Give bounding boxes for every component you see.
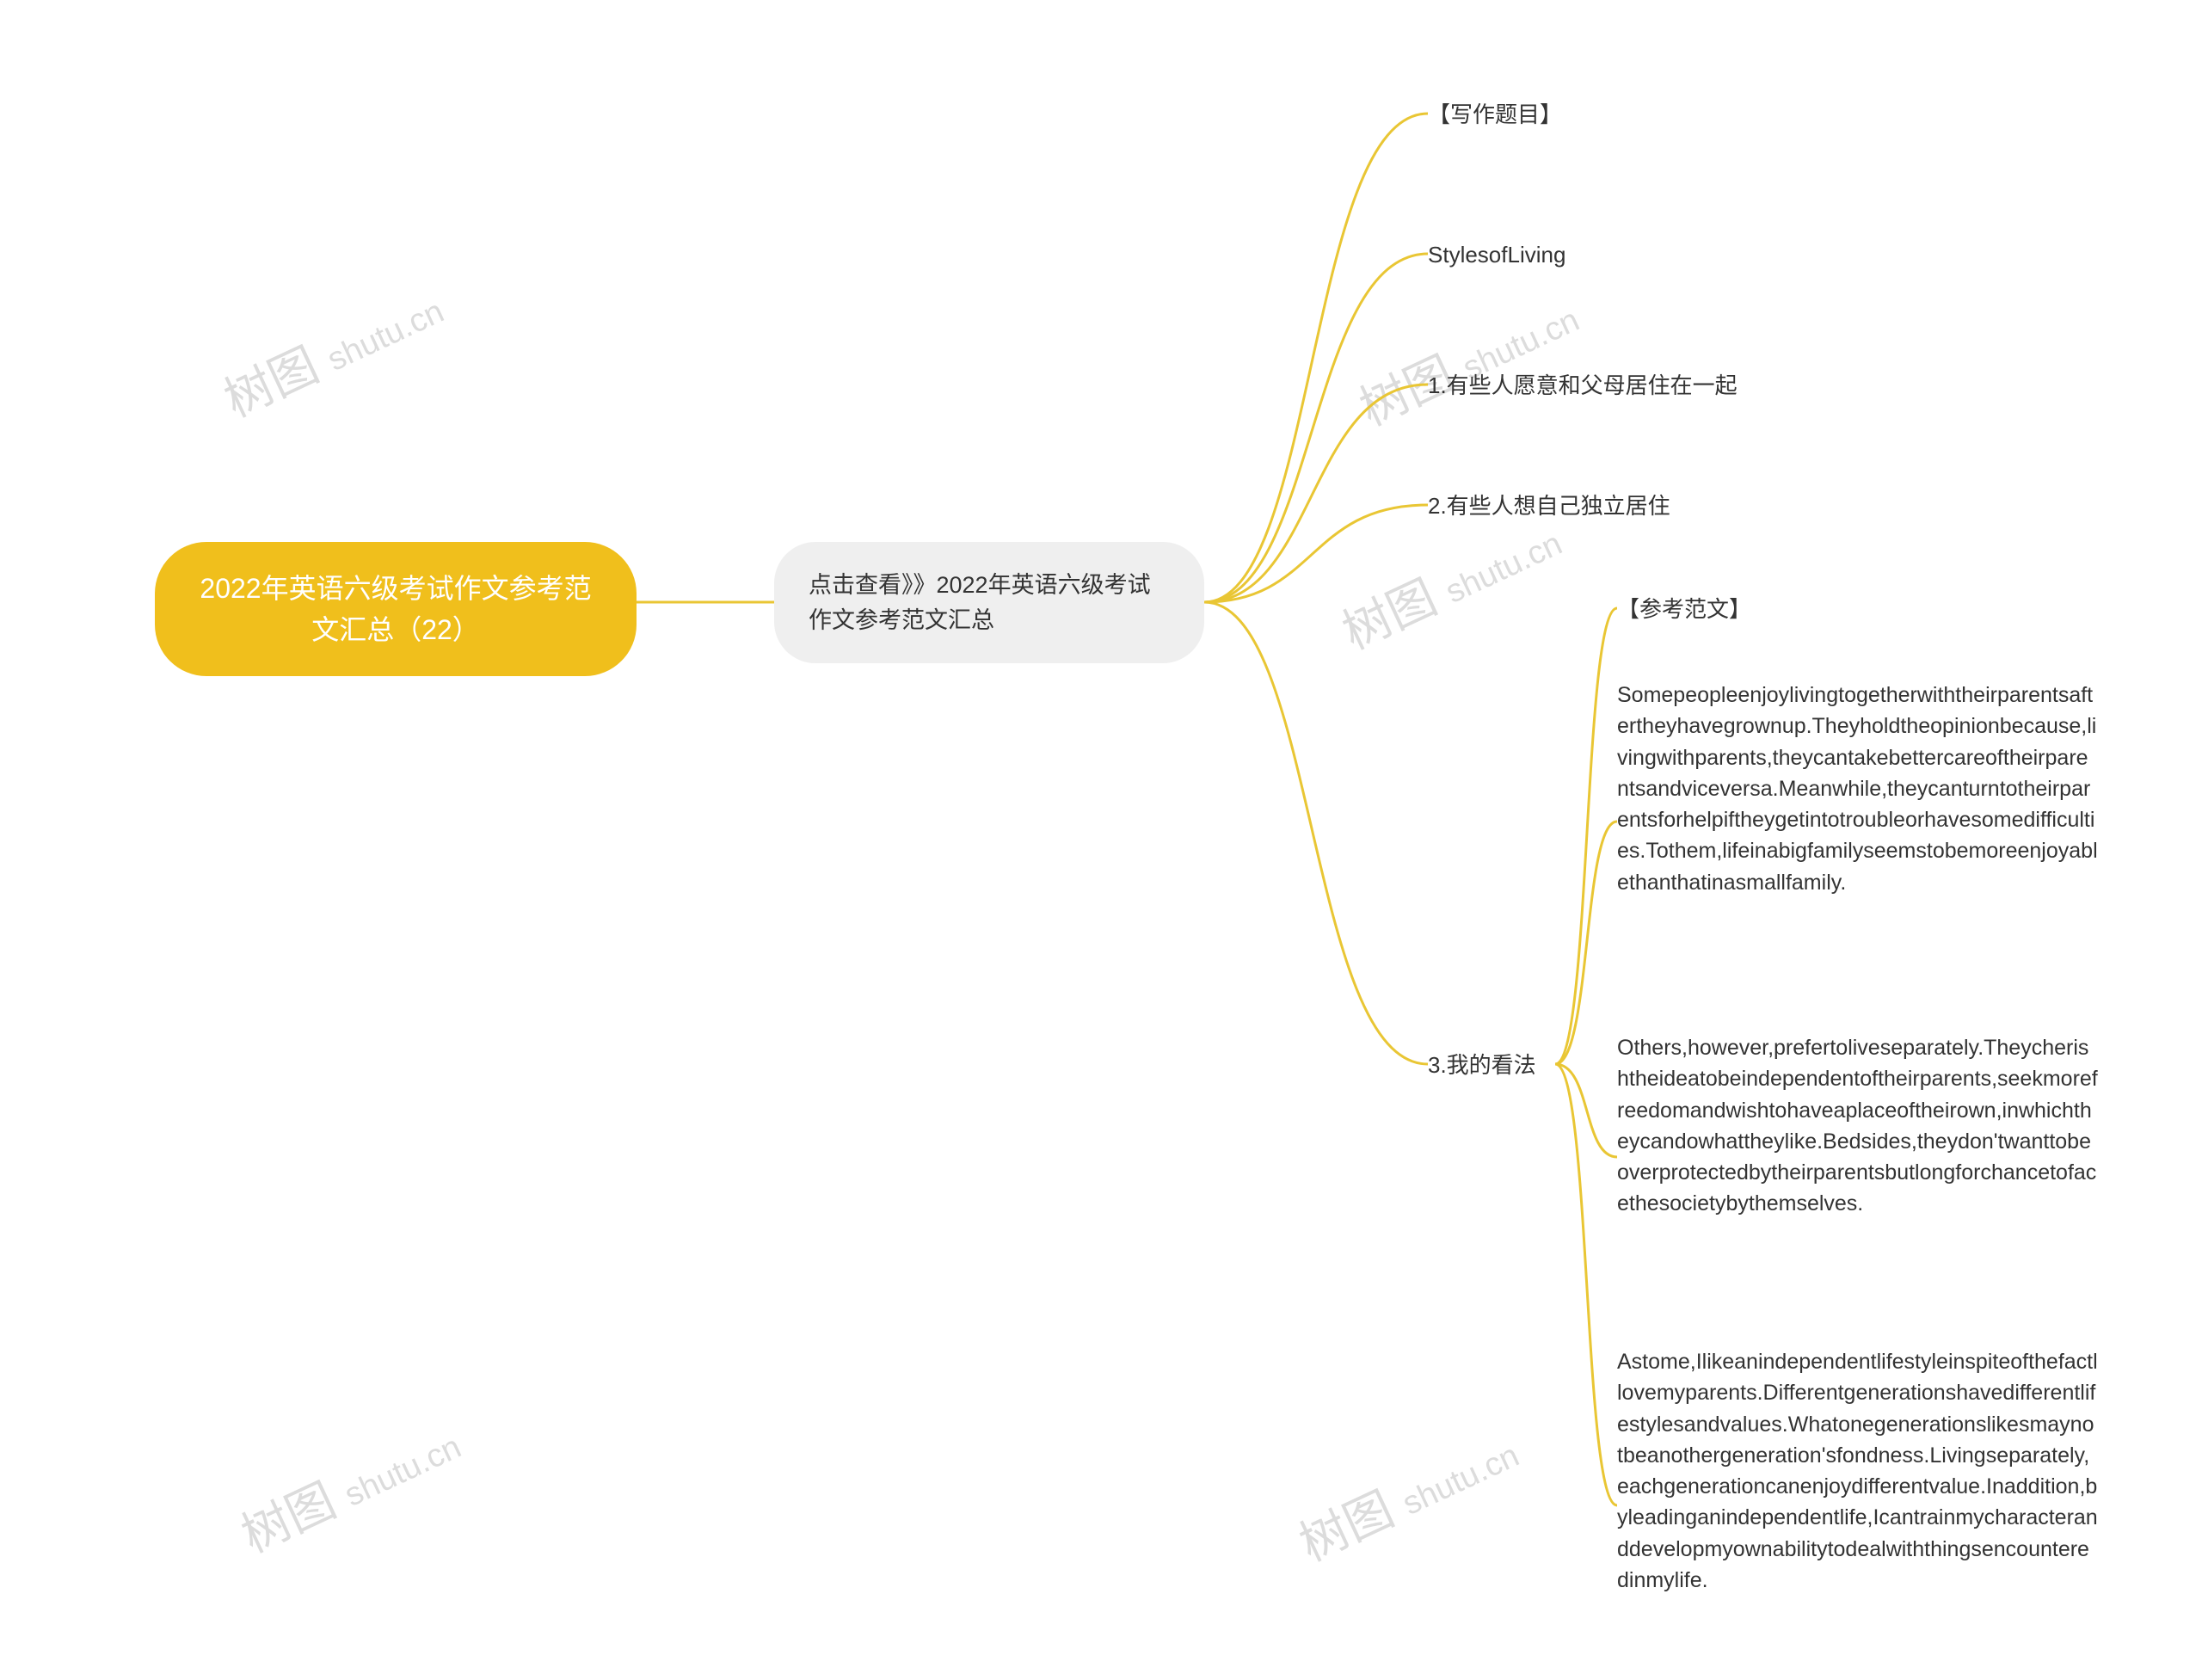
subleaf-paragraph3[interactable]: Astome,Ilikeanindependentlifestyleinspit… — [1617, 1346, 2099, 1596]
watermark-sub: shutu.cn — [339, 1429, 466, 1514]
level2-label: 点击查看》》2022年英语六级考试作文参考范文汇总 — [809, 568, 1170, 637]
watermark-main: 树图 — [216, 337, 326, 427]
watermark: 树图 shutu.cn — [229, 1405, 470, 1566]
watermark-sub: shutu.cn — [1397, 1437, 1524, 1523]
watermark-main: 树图 — [1334, 569, 1444, 659]
leaf-label: StylesofLiving — [1428, 239, 1565, 272]
edge-level2-l3 — [1204, 385, 1428, 602]
watermark: 树图 shutu.cn — [1330, 502, 1571, 663]
subleaf-label: Astome,Ilikeanindependentlifestyleinspit… — [1617, 1346, 2099, 1596]
edge-l5-s3 — [1555, 1064, 1617, 1157]
edge-level2-l2 — [1204, 254, 1428, 602]
leaf-point1[interactable]: 1.有些人愿意和父母居住在一起 — [1428, 370, 1738, 403]
leaf-label: 1.有些人愿意和父母居住在一起 — [1428, 370, 1738, 403]
leaf-point2[interactable]: 2.有些人想自己独立居住 — [1428, 490, 1670, 523]
subleaf-paragraph1[interactable]: Somepeopleenjoylivingtogetherwiththeirpa… — [1617, 680, 2099, 898]
subleaf-label: Somepeopleenjoylivingtogetherwiththeirpa… — [1617, 680, 2099, 898]
watermark-main: 树图 — [1291, 1481, 1401, 1571]
edge-level2-l1 — [1204, 114, 1428, 602]
edge-l5-s4 — [1555, 1064, 1617, 1505]
leaf-label: 3.我的看法 — [1428, 1049, 1536, 1082]
leaf-label: 【写作题目】 — [1428, 99, 1562, 132]
watermark-sub: shutu.cn — [1440, 526, 1567, 611]
watermark: 树图 shutu.cn — [1287, 1413, 1528, 1575]
subleaf-label: Others,however,prefertoliveseparately.Th… — [1617, 1032, 2099, 1220]
edge-level2-l4 — [1204, 505, 1428, 602]
subleaf-label: 【参考范文】 — [1617, 594, 1751, 626]
watermark: 树图 shutu.cn — [1347, 278, 1588, 440]
edge-level2-l5 — [1204, 602, 1428, 1064]
leaf-label: 2.有些人想自己独立居住 — [1428, 490, 1670, 523]
edge-l5-s2 — [1555, 822, 1617, 1064]
subleaf-reference[interactable]: 【参考范文】 — [1617, 594, 1751, 626]
root-node[interactable]: 2022年英语六级考试作文参考范文汇总（22） — [155, 542, 637, 676]
subleaf-paragraph2[interactable]: Others,however,prefertoliveseparately.Th… — [1617, 1032, 2099, 1220]
root-label: 2022年英语六级考试作文参考范文汇总（22） — [196, 568, 595, 650]
watermark: 树图 shutu.cn — [212, 269, 452, 431]
level2-node[interactable]: 点击查看》》2022年英语六级考试作文参考范文汇总 — [774, 542, 1204, 663]
edge-l5-s1 — [1555, 608, 1617, 1064]
watermark-main: 树图 — [233, 1473, 343, 1562]
leaf-styles-of-living[interactable]: StylesofLiving — [1428, 239, 1565, 272]
watermark-sub: shutu.cn — [322, 293, 449, 378]
leaf-writing-topic[interactable]: 【写作题目】 — [1428, 99, 1562, 132]
leaf-point3[interactable]: 3.我的看法 — [1428, 1049, 1536, 1082]
